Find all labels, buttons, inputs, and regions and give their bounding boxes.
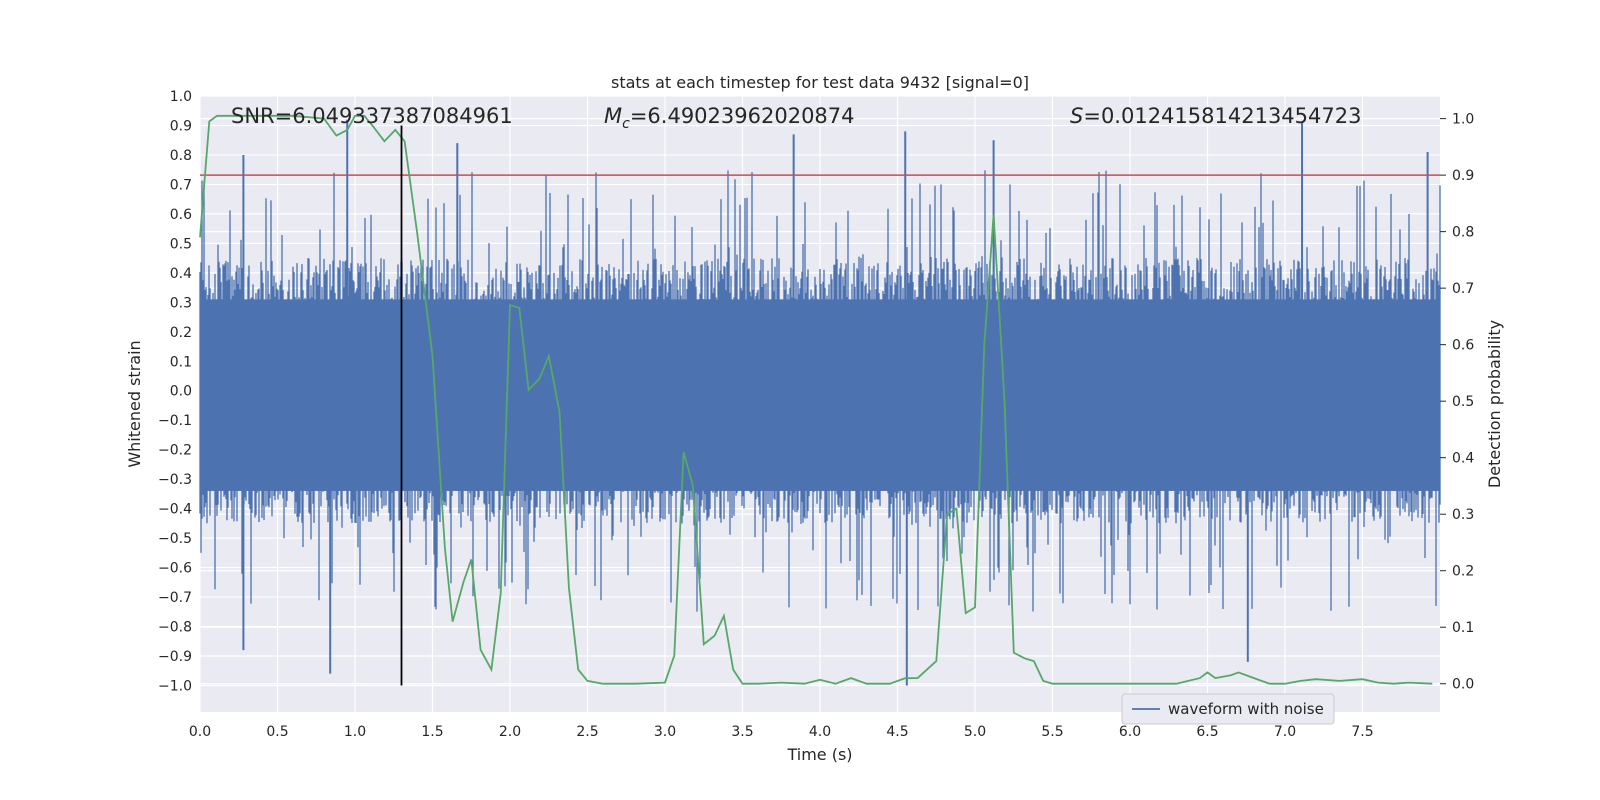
y-tick-label: 0.6 <box>170 207 192 223</box>
y-tick-label: 1.0 <box>170 89 192 105</box>
waveform-core-band <box>200 299 1440 491</box>
y2-tick-label: 0.2 <box>1452 564 1474 580</box>
x-tick-label: 4.0 <box>809 724 831 740</box>
x-tick-label: 7.0 <box>1274 724 1296 740</box>
x-tick-label: 4.5 <box>886 724 908 740</box>
y2-axis-label: Detection probability <box>1485 320 1504 488</box>
y-tick-label: −0.2 <box>158 443 192 459</box>
y2-tick-label: 0.8 <box>1452 225 1474 241</box>
chirp-mass-annotation: Mc=6.49023962020874 <box>604 104 855 132</box>
y-tick-label: −0.4 <box>158 502 192 518</box>
x-tick-label: 5.5 <box>1041 724 1063 740</box>
y-tick-label: −0.5 <box>158 531 192 547</box>
y2-tick-label: 0.3 <box>1452 507 1474 523</box>
y2-tick-label: 0.4 <box>1452 451 1474 467</box>
legend-box <box>1121 693 1335 725</box>
s-annotation: S=0.012415814213454723 <box>1070 104 1361 128</box>
y-tick-label: −0.1 <box>158 413 192 429</box>
y2-tick-label: 0.1 <box>1452 620 1474 636</box>
y-tick-label: −0.6 <box>158 561 192 577</box>
detection-probability-line <box>199 114 1433 685</box>
x-tick-label: 0.5 <box>266 724 288 740</box>
legend: waveform with noise <box>1121 693 1335 725</box>
y2-axis-ticks: 1.0 0.9 0.8 0.7 0.6 0.5 0.4 0.3 0.2 0.1 0.0 <box>1440 112 1474 693</box>
s-symbol: S <box>1070 104 1083 128</box>
y-tick-label: 0.0 <box>170 384 192 400</box>
waveform-with-noise-series <box>199 119 1441 686</box>
x-tick-label: 3.5 <box>731 724 753 740</box>
y-axis-label: Whitened strain <box>125 340 144 467</box>
y-tick-label: 0.8 <box>170 148 192 164</box>
x-tick-label: 0.0 <box>189 724 211 740</box>
x-axis-label: Time (s) <box>786 745 852 764</box>
x-tick-label: 2.0 <box>499 724 521 740</box>
y-tick-label: 0.7 <box>170 177 192 193</box>
x-tick-label: 2.5 <box>576 724 598 740</box>
x-tick-label: 6.5 <box>1196 724 1218 740</box>
x-tick-label: 1.5 <box>421 724 443 740</box>
y-tick-label: 0.9 <box>170 118 192 134</box>
y-tick-label: −0.3 <box>158 472 192 488</box>
y-tick-label: −1.0 <box>158 678 192 694</box>
chirp-mass-symbol: M <box>604 104 622 128</box>
y2-tick-label: 0.0 <box>1452 677 1474 693</box>
legend-label: waveform with noise <box>1168 700 1324 718</box>
y-tick-label: −0.9 <box>158 649 192 665</box>
y-axis-ticks: 1.0 0.9 0.8 0.7 0.6 0.5 0.4 0.3 0.2 0.1 0.0 −0.1 −0.… <box>158 89 192 694</box>
x-axis-ticks: 0.0 0.5 1.0 1.5 2.0 2.5 3.0 3.5 4.0 4.5 5.0 5.5 6.0 6… <box>189 724 1374 740</box>
y-tick-label: 0.2 <box>170 325 192 341</box>
x-tick-label: 1.0 <box>344 724 366 740</box>
y2-tick-label: 1.0 <box>1452 112 1474 128</box>
snr-annotation: SNR=6.049337387084961 <box>231 104 513 128</box>
y-tick-label: 0.1 <box>170 354 192 370</box>
y-tick-label: −0.8 <box>158 620 192 636</box>
x-tick-label: 7.5 <box>1351 724 1373 740</box>
chirp-mass-subscript: c <box>622 116 630 132</box>
chirp-mass-value: =6.49023962020874 <box>630 104 855 128</box>
y-tick-label: 0.5 <box>170 236 192 252</box>
y-tick-label: 0.4 <box>170 266 192 282</box>
y-tick-label: −0.7 <box>158 590 192 606</box>
x-tick-label: 5.0 <box>964 724 986 740</box>
chart-title: stats at each timestep for test data 943… <box>611 73 1029 92</box>
y2-tick-label: 0.5 <box>1452 394 1474 410</box>
y2-tick-label: 0.6 <box>1452 338 1474 354</box>
x-tick-label: 6.0 <box>1119 724 1141 740</box>
y2-tick-label: 0.7 <box>1452 281 1474 297</box>
y2-tick-label: 0.9 <box>1452 168 1474 184</box>
y-tick-label: 0.3 <box>170 295 192 311</box>
s-value: =0.012415814213454723 <box>1083 104 1361 128</box>
x-tick-label: 3.0 <box>654 724 676 740</box>
